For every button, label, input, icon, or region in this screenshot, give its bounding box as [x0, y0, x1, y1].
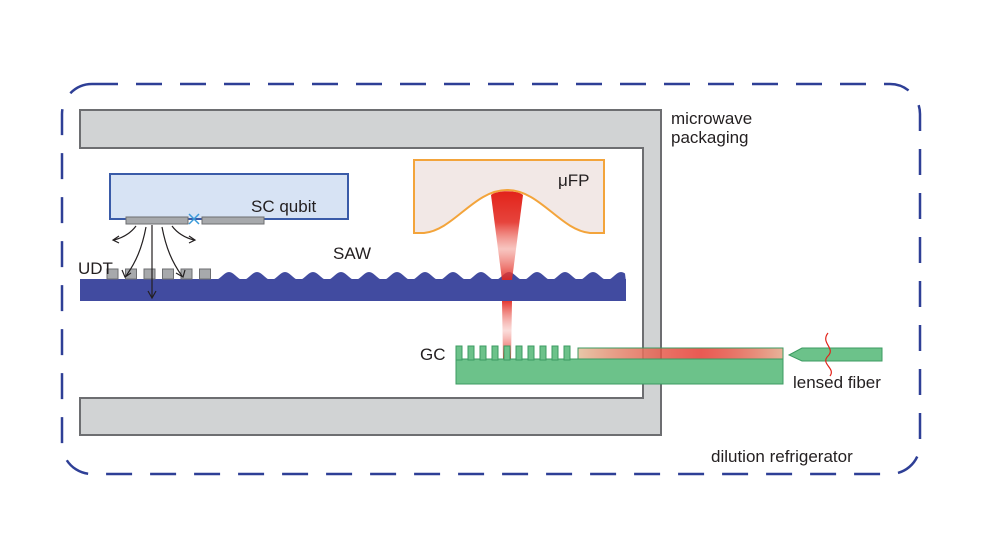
grating-tooth [491, 345, 499, 361]
piezo-substrate [80, 279, 626, 301]
udt-electrodes [106, 268, 211, 280]
grating-coupler-teeth [455, 345, 571, 361]
label-udt: UDT [78, 259, 113, 278]
udt-finger [199, 268, 211, 280]
grating-tooth [455, 345, 463, 361]
grating-laser-beam [502, 301, 512, 360]
saw-wave [215, 272, 626, 282]
qubit-pad-left [125, 216, 189, 225]
label-lensed-fiber: lensed fiber [793, 373, 881, 392]
label-saw: SAW [333, 244, 371, 263]
lensed-fiber [787, 347, 883, 362]
label-packaging: packaging [671, 128, 749, 147]
udt-finger [106, 268, 119, 280]
grating-tooth [479, 345, 487, 361]
waveguide-core [577, 347, 784, 360]
udt-finger [162, 268, 174, 280]
label-mu-fp: μFP [558, 171, 590, 190]
udt-finger [180, 268, 193, 280]
sc-qubit-chip [109, 173, 349, 220]
grating-tooth [515, 345, 523, 361]
dilution-refrigerator-boundary [60, 82, 922, 476]
label-sc-qubit: SC qubit [251, 197, 316, 216]
grating-tooth [539, 345, 547, 361]
udt-finger [143, 268, 156, 280]
josephson-junction-icon [188, 213, 200, 225]
micro-fabry-perot-mirror [413, 159, 605, 234]
qubit-pad-right [201, 216, 265, 225]
waveguide-chip [455, 358, 784, 385]
label-dilution-refrigerator: dilution refrigerator [711, 447, 853, 466]
acoustic-radiation-arrows-icon [111, 225, 197, 300]
fiber-light-icon [825, 332, 832, 377]
grating-tooth [551, 345, 559, 361]
grating-tooth [503, 345, 511, 361]
microwave-packaging [79, 109, 662, 436]
grating-tooth [563, 345, 571, 361]
cavity-laser-beam [491, 191, 523, 280]
grating-tooth [467, 345, 475, 361]
label-microwave: microwave [671, 109, 752, 128]
label-gc: GC [420, 345, 446, 364]
grating-tooth [527, 345, 535, 361]
